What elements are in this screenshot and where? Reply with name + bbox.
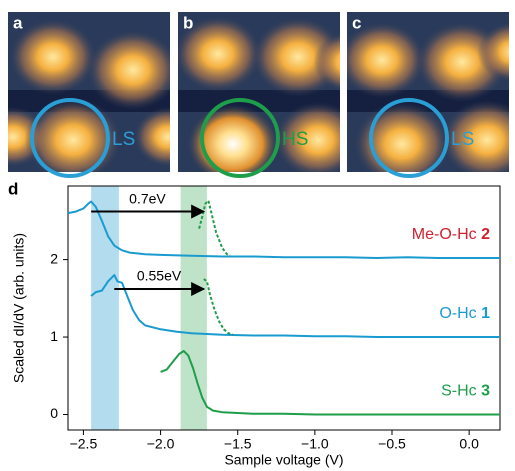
series-label-name: Me-O-Hc	[412, 226, 481, 243]
stm-blob	[274, 102, 340, 172]
x-tick-label: −0.5	[378, 436, 406, 452]
y-tick-label: 1	[50, 328, 58, 344]
series-label: Me-O-Hc 2	[412, 226, 490, 243]
x-tick-label: −2.0	[147, 436, 175, 452]
y-tick-label: 0	[50, 405, 58, 421]
stm-blob	[252, 17, 340, 97]
x-axis-label: Sample voltage (V)	[224, 452, 343, 468]
stm-panel: HS b	[178, 12, 340, 178]
plot-frame	[67, 185, 501, 431]
shaded-band	[180, 186, 207, 430]
series-label-number: 2	[481, 226, 490, 243]
series-label-number: 1	[481, 305, 490, 322]
y-axis-label: Scaled dI/dV (arb. units)	[11, 233, 27, 383]
stm-blob	[313, 32, 340, 92]
panel-label: b	[183, 13, 193, 32]
stm-blob	[347, 22, 426, 98]
series-label-number: 3	[481, 382, 490, 399]
series-label: O-Hc 1	[439, 305, 490, 322]
spin-circle	[369, 98, 449, 178]
shaded-band	[91, 186, 119, 430]
spin-state: HS	[282, 129, 308, 150]
dotted-line	[203, 278, 234, 336]
panel-label: d	[8, 179, 18, 198]
series-label-name: O-Hc	[439, 305, 481, 322]
shift-label: 0.7eV	[129, 190, 166, 206]
series-label-name: S-Hc	[441, 382, 481, 399]
stm-blob	[87, 30, 170, 110]
x-tick-label: −2.5	[70, 436, 98, 452]
stm-blob	[187, 104, 279, 172]
stm-image	[178, 12, 340, 172]
stm-panel: LS c	[347, 12, 509, 178]
spin-circle	[30, 98, 110, 178]
y-tick-label: 2	[50, 250, 58, 266]
stm-image	[347, 12, 509, 172]
line	[90, 274, 500, 338]
line	[160, 350, 500, 416]
panel-label: a	[13, 13, 23, 32]
panel-label: c	[352, 13, 361, 32]
series-label: S-Hc 3	[441, 382, 490, 399]
x-tick-label: −1.5	[224, 436, 252, 452]
spin-state: LS	[112, 129, 135, 150]
stm-panel: LS a	[8, 12, 170, 178]
spin-circle	[200, 98, 280, 178]
line	[67, 200, 500, 259]
stm-blob	[24, 98, 122, 172]
stm-blob	[178, 16, 262, 92]
shift-label: 0.55eV	[137, 268, 182, 284]
spin-state: LS	[451, 129, 474, 150]
x-tick-label: 0.0	[459, 436, 479, 452]
stm-blob	[477, 22, 509, 82]
stm-blob	[9, 19, 97, 95]
x-tick-label: −1.0	[301, 436, 329, 452]
stm-blob	[441, 100, 509, 172]
stm-image	[8, 12, 170, 172]
stm-blob	[133, 107, 170, 167]
